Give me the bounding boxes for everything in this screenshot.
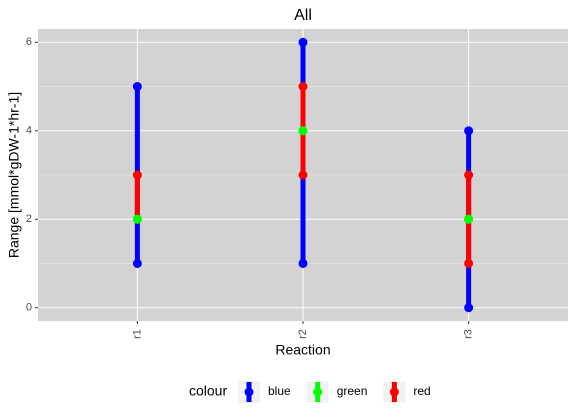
legend-key-dot bbox=[389, 387, 399, 397]
range-low bbox=[464, 258, 474, 268]
range-high bbox=[132, 82, 142, 92]
legend-key-dot bbox=[244, 387, 254, 397]
range-low bbox=[132, 258, 142, 268]
range-low bbox=[464, 303, 474, 313]
range-low bbox=[298, 170, 308, 180]
range-high bbox=[298, 37, 308, 47]
x-tick-label: r1 bbox=[131, 329, 143, 339]
y-tick-label: 6 bbox=[26, 36, 32, 48]
range-high bbox=[132, 170, 142, 180]
y-tick-label: 4 bbox=[26, 125, 32, 137]
y-tick-label: 2 bbox=[26, 213, 32, 225]
range-high bbox=[298, 126, 308, 136]
range-high bbox=[464, 170, 474, 180]
range-high bbox=[132, 214, 142, 224]
x-axis-title: Reaction bbox=[275, 342, 330, 358]
x-tick-label: r2 bbox=[297, 329, 309, 339]
range-high bbox=[298, 82, 308, 92]
range-low bbox=[298, 258, 308, 268]
chart-title: All bbox=[294, 7, 312, 24]
legend-key-dot bbox=[313, 387, 323, 397]
range-high bbox=[464, 126, 474, 136]
y-axis-title: Range [mmol*gDW-1*hr-1] bbox=[6, 92, 22, 258]
legend-title: colour bbox=[189, 383, 227, 399]
y-tick-label: 0 bbox=[26, 302, 32, 314]
legend-label: red bbox=[413, 384, 430, 398]
legend-label: blue bbox=[268, 384, 291, 398]
legend-label: green bbox=[337, 384, 368, 398]
x-tick-label: r3 bbox=[463, 329, 475, 339]
range-high bbox=[464, 214, 474, 224]
